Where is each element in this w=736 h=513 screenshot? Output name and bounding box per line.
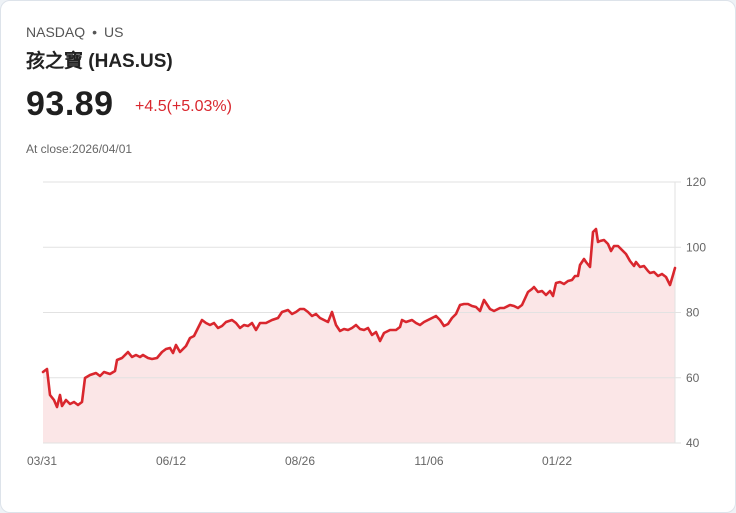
x-tick-label: 11/06 <box>414 454 444 468</box>
stock-price: 93.89 <box>26 85 114 123</box>
price-line <box>41 227 677 409</box>
exchange-name: NASDAQ <box>26 24 86 40</box>
price-change: +4.5(+5.03%) <box>135 98 232 115</box>
close-date: At close:2026/04/01 <box>26 142 133 156</box>
y-tick-label: 60 <box>686 371 700 385</box>
exchange-line: NASDAQ • US <box>26 24 123 40</box>
x-tick-label: 08/26 <box>284 454 316 468</box>
separator-dot: • <box>92 24 98 40</box>
market-name: US <box>104 24 124 40</box>
x-tick-label: 03/31 <box>26 454 58 468</box>
y-tick-label: 80 <box>686 306 700 320</box>
x-tick-label: 01/22 <box>541 454 573 468</box>
stock-name: 孩之寶 (HAS.US) <box>26 51 173 72</box>
area-fill <box>43 229 675 443</box>
y-tick-label: 120 <box>686 175 706 189</box>
y-tick-label: 100 <box>686 240 706 254</box>
y-tick-label: 40 <box>686 436 700 450</box>
x-tick-label: 06/12 <box>155 454 187 468</box>
